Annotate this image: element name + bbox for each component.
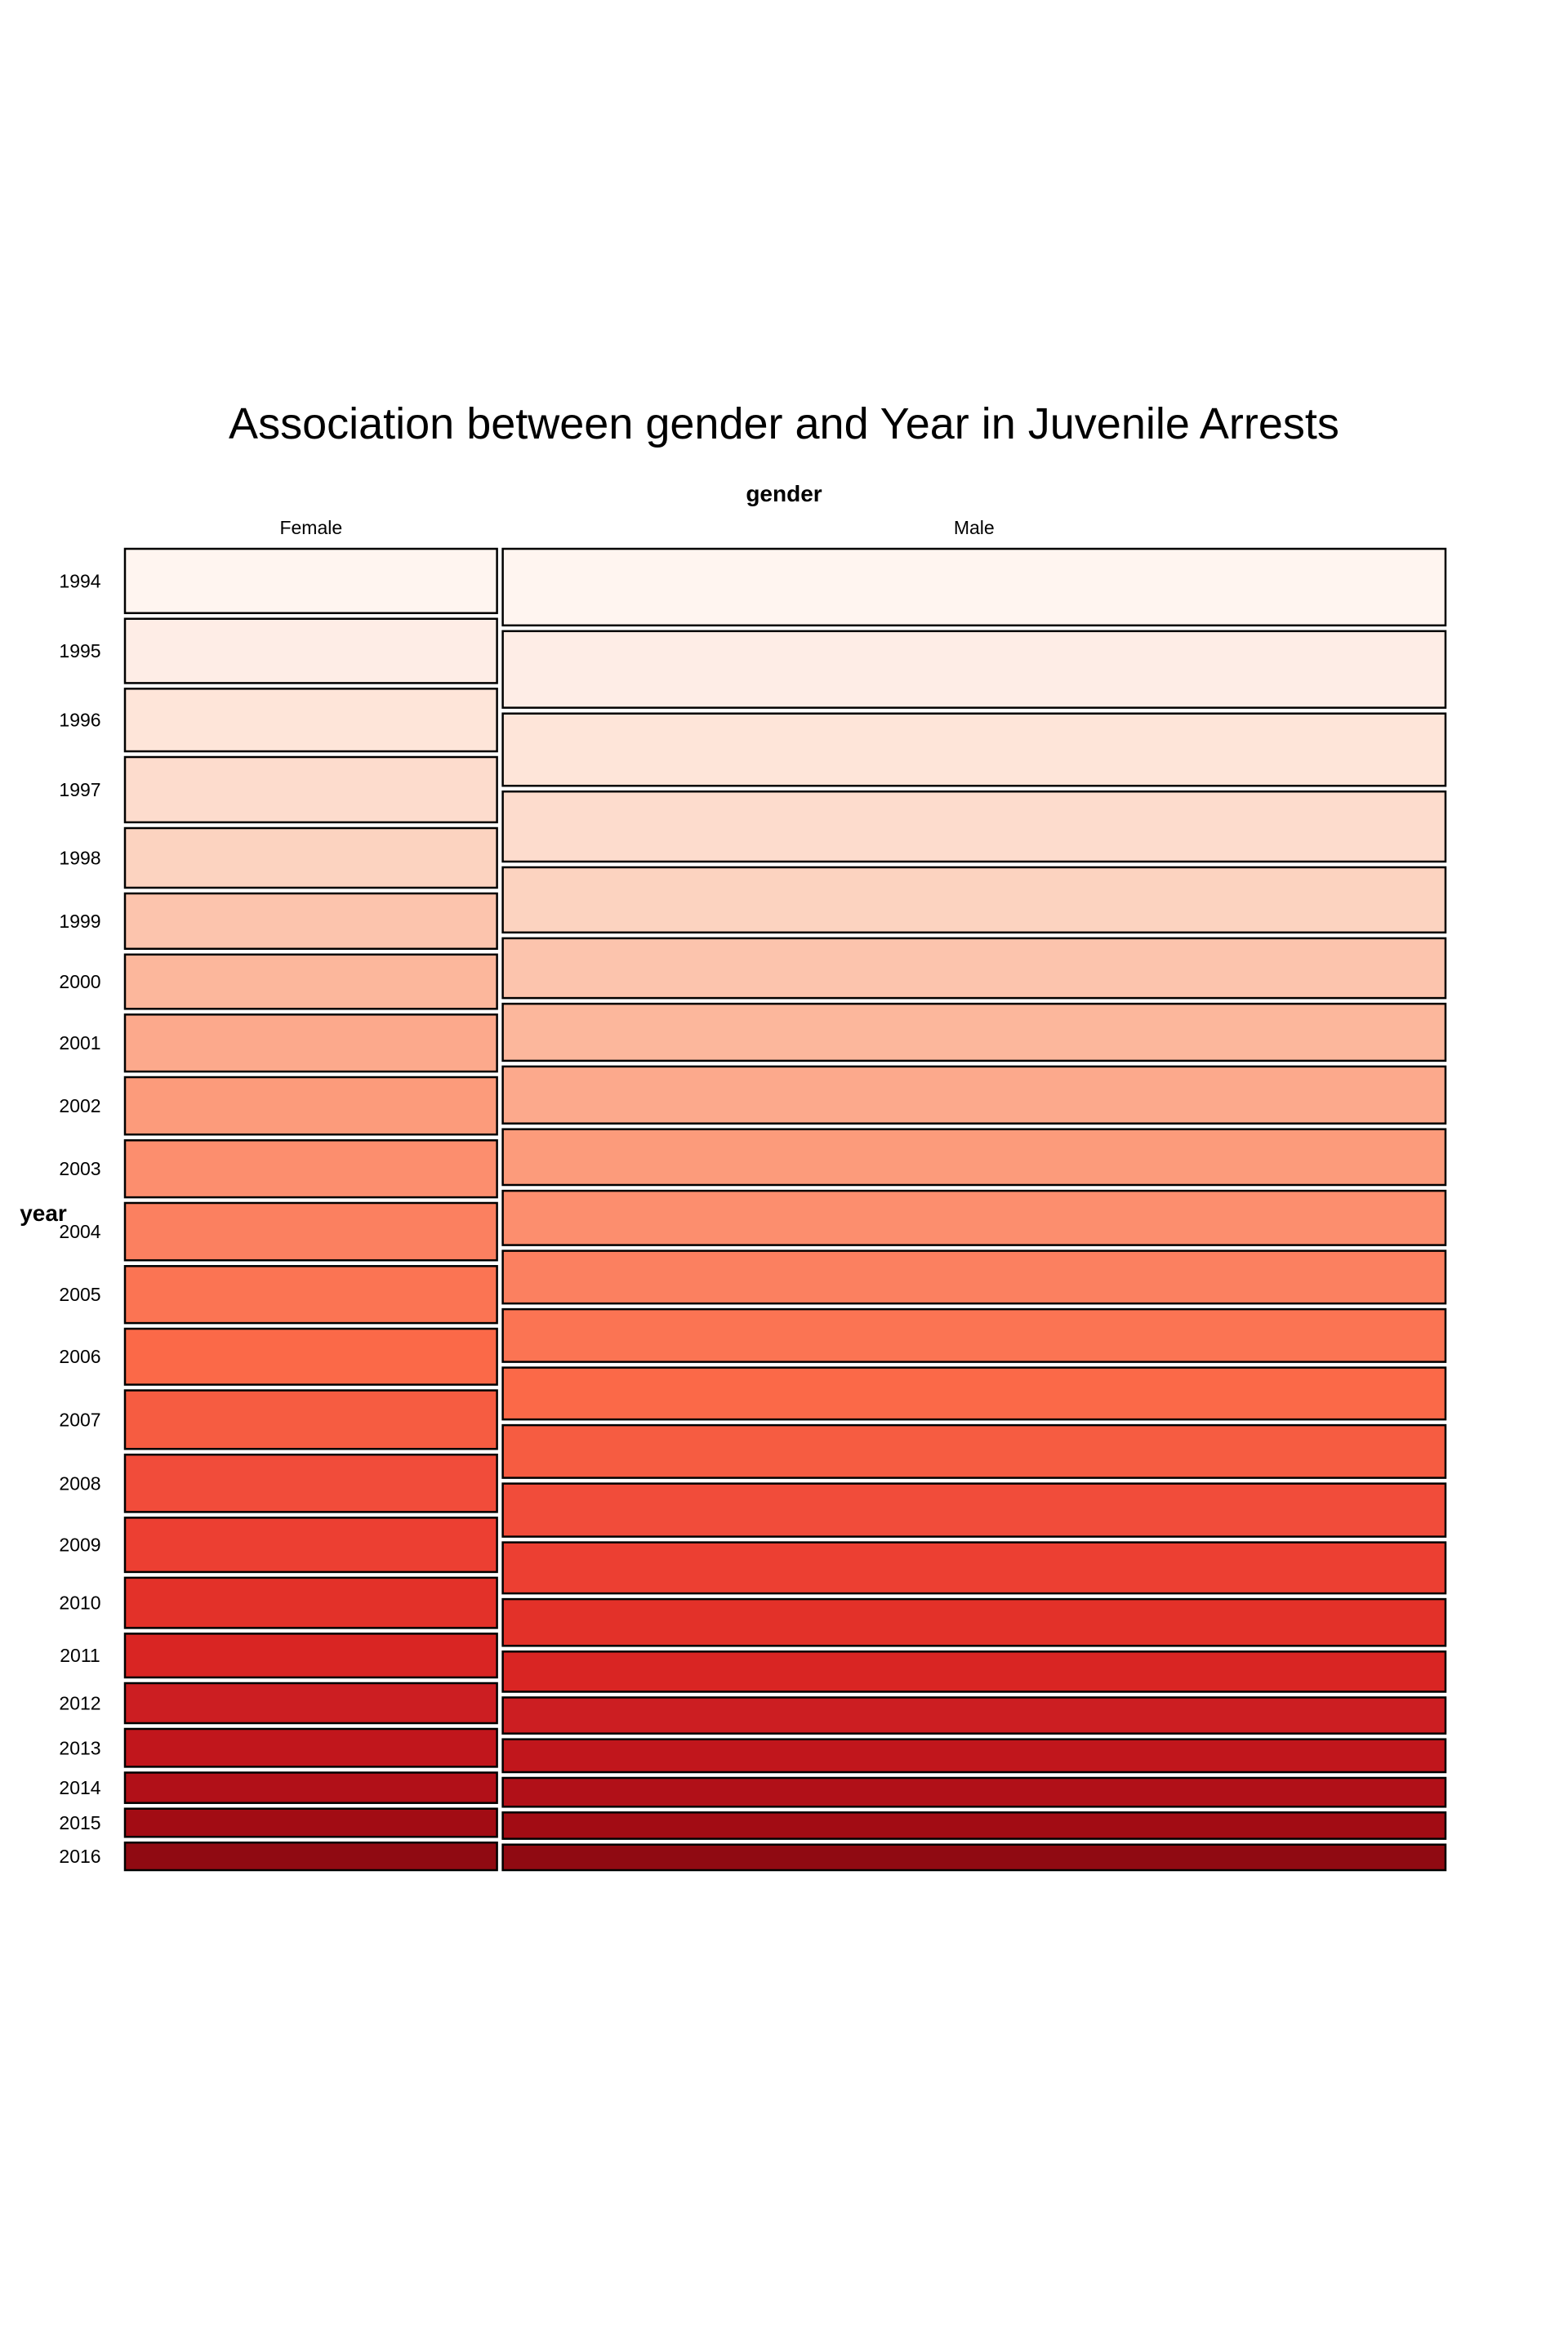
chart-title: Association between gender and Year in J… (229, 399, 1339, 448)
row-variable-label: year (20, 1200, 67, 1226)
tile-male-2012 (501, 1696, 1447, 1735)
row-label-2012: 2012 (59, 1693, 100, 1714)
tile-male-2016 (501, 1843, 1447, 1872)
tile-female-2014 (123, 1771, 498, 1804)
tile-male-2009 (501, 1541, 1447, 1595)
tile-male-2011 (501, 1650, 1447, 1693)
tile-female-1996 (123, 688, 498, 753)
tile-male-2000 (501, 1002, 1447, 1062)
row-label-2010: 2010 (59, 1592, 100, 1614)
tile-male-2008 (501, 1482, 1447, 1538)
tile-male-2004 (501, 1250, 1447, 1305)
tile-male-2002 (501, 1128, 1447, 1187)
tile-female-2003 (123, 1139, 498, 1199)
tile-female-1999 (123, 892, 498, 951)
tile-female-2008 (123, 1453, 498, 1513)
row-label-2009: 2009 (59, 1535, 100, 1556)
tile-female-1994 (123, 547, 498, 614)
column-labels: Female Male (279, 517, 994, 538)
tile-female-1997 (123, 755, 498, 824)
tile-female-1998 (123, 826, 498, 889)
column-variable-label: gender (746, 481, 822, 506)
row-label-2006: 2006 (59, 1346, 100, 1367)
tile-female-2012 (123, 1682, 498, 1725)
row-label-2001: 2001 (59, 1032, 100, 1054)
row-label-1995: 1995 (59, 640, 100, 662)
tile-male-2010 (501, 1597, 1447, 1647)
tile-male-2001 (501, 1065, 1447, 1125)
tile-male-1995 (501, 630, 1447, 709)
row-label-1999: 1999 (59, 911, 100, 932)
tile-male-2007 (501, 1423, 1447, 1479)
tile-male-1994 (501, 547, 1447, 627)
tile-female-2004 (123, 1201, 498, 1262)
row-label-2000: 2000 (59, 971, 100, 992)
row-label-1996: 1996 (59, 710, 100, 731)
tile-female-2009 (123, 1517, 498, 1574)
row-label-1997: 1997 (59, 779, 100, 800)
tile-male-2015 (501, 1811, 1447, 1840)
tile-female-2002 (123, 1076, 498, 1136)
tile-female-2006 (123, 1327, 498, 1386)
row-label-1994: 1994 (59, 570, 100, 591)
tile-male-1999 (501, 937, 1447, 1000)
row-label-2013: 2013 (59, 1737, 100, 1758)
row-label-2003: 2003 (59, 1158, 100, 1179)
tile-male-1998 (501, 866, 1447, 934)
row-label-1998: 1998 (59, 848, 100, 869)
tile-male-1997 (501, 790, 1447, 863)
tile-female-1995 (123, 617, 498, 684)
tile-female-2016 (123, 1841, 498, 1872)
mosaic-tiles (123, 547, 1447, 1872)
tile-male-2013 (501, 1738, 1447, 1774)
tile-male-2005 (501, 1307, 1447, 1363)
row-label-2016: 2016 (59, 1846, 100, 1867)
tile-male-1996 (501, 712, 1447, 787)
row-label-2008: 2008 (59, 1472, 100, 1494)
tile-male-2006 (501, 1366, 1447, 1421)
row-label-2007: 2007 (59, 1409, 100, 1430)
tile-female-2007 (123, 1389, 498, 1450)
tile-female-2005 (123, 1265, 498, 1325)
row-labels: 1994 1995 1996 1997 1998 1999 2000 2001 2002 2003… (59, 570, 100, 1867)
tile-female-2010 (123, 1576, 498, 1629)
tile-male-2003 (501, 1189, 1447, 1246)
tile-male-2014 (501, 1776, 1447, 1808)
tile-female-2000 (123, 953, 498, 1010)
tile-female-2011 (123, 1633, 498, 1679)
row-label-2011: 2011 (60, 1645, 100, 1666)
row-label-2015: 2015 (59, 1812, 100, 1833)
row-label-2014: 2014 (59, 1777, 100, 1798)
tile-female-2001 (123, 1013, 498, 1073)
tile-female-2013 (123, 1727, 498, 1768)
tile-female-2015 (123, 1807, 498, 1838)
row-label-2004: 2004 (59, 1221, 100, 1242)
column-label-male: Male (954, 517, 995, 538)
row-label-2005: 2005 (59, 1284, 100, 1305)
row-label-2002: 2002 (59, 1095, 100, 1116)
column-label-female: Female (279, 517, 342, 538)
